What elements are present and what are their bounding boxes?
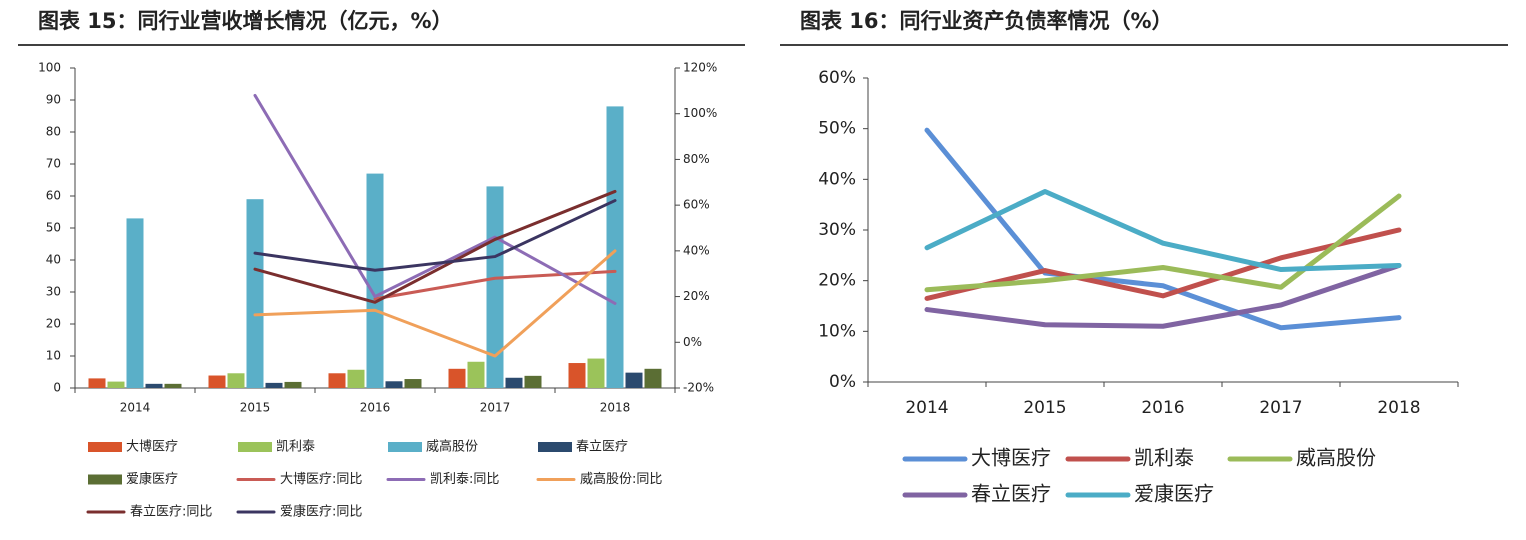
bar: [587, 358, 605, 388]
y2-tick-label: -20%: [683, 381, 714, 395]
bar: [328, 373, 346, 388]
line: [924, 188, 1402, 273]
line: [253, 189, 617, 304]
bar: [366, 173, 384, 388]
bar: [404, 379, 422, 388]
bar: [126, 218, 144, 388]
bar: [265, 382, 283, 388]
legend-swatch: [88, 442, 122, 452]
y-tick-label: 0: [53, 381, 61, 395]
y-tick-label: 50: [46, 221, 61, 235]
bar: [145, 383, 163, 388]
x-tick-label: 2017: [480, 401, 511, 415]
y-tick-label: 30: [46, 285, 61, 299]
y-tick-label: 60: [46, 189, 61, 203]
legend-label: 春立医疗: [576, 440, 628, 455]
legend-label: 爱康医疗: [1134, 482, 1214, 506]
legend-label: 爱康医疗: [126, 471, 178, 487]
x-tick-label: 2016: [360, 401, 391, 415]
y-tick-label: 0%: [829, 372, 856, 392]
bar: [284, 381, 302, 388]
bar: [347, 369, 365, 388]
line: [253, 249, 617, 358]
legend-label: 凯利泰: [1134, 446, 1194, 470]
y2-tick-label: 0%: [683, 335, 702, 349]
bar: [524, 375, 542, 388]
x-tick-label: 2015: [240, 401, 271, 415]
y2-tick-label: 80%: [683, 152, 710, 166]
y-tick-label: 40: [46, 253, 61, 267]
chart-title: 图表 15：同行业营收增长情况（亿元，%）: [38, 9, 453, 33]
bar: [486, 186, 504, 388]
bar: [625, 372, 643, 388]
y-tick-label: 70: [46, 157, 61, 171]
y2-tick-label: 120%: [683, 61, 717, 75]
y-tick-label: 10%: [818, 321, 856, 341]
legend-swatch: [238, 442, 272, 452]
y-tick-label: 10: [46, 349, 61, 363]
bar: [107, 381, 125, 388]
legend-swatch: [388, 442, 422, 452]
bar: [227, 373, 245, 388]
legend-label: 威高股份:同比: [580, 471, 662, 487]
legend-label: 大博医疗: [126, 440, 178, 455]
legend-swatch: [538, 442, 572, 452]
legend-label: 凯利泰: [276, 440, 315, 455]
bar: [88, 378, 106, 388]
y-tick-label: 30%: [818, 220, 856, 240]
bar: [606, 106, 624, 389]
line: [253, 93, 617, 305]
y2-tick-label: 60%: [683, 198, 710, 212]
legend-label: 凯利泰:同比: [430, 472, 499, 487]
bar: [385, 381, 403, 388]
legend-label: 大博医疗: [971, 446, 1051, 470]
y-tick-label: 60%: [818, 68, 856, 88]
bar: [644, 368, 662, 388]
line: [373, 269, 617, 301]
y-tick-label: 50%: [818, 119, 856, 139]
bar: [208, 375, 226, 388]
x-tick-label: 2018: [600, 401, 631, 415]
bar: [568, 363, 586, 388]
legend-label: 大博医疗:同比: [280, 472, 362, 487]
y-tick-label: 90: [46, 93, 61, 107]
bar: [164, 383, 182, 388]
x-tick-label: 2015: [1023, 398, 1066, 418]
y-tick-label: 20: [46, 317, 61, 331]
x-tick-label: 2016: [1141, 398, 1184, 418]
x-tick-label: 2017: [1259, 398, 1302, 418]
y-tick-label: 100: [38, 61, 61, 75]
legend-label: 威高股份: [1296, 446, 1376, 470]
bar: [246, 199, 264, 388]
y2-tick-label: 20%: [683, 289, 710, 303]
y-tick-label: 20%: [818, 271, 856, 291]
bar: [448, 368, 466, 388]
bar: [467, 361, 485, 388]
legend-label: 威高股份: [426, 439, 478, 455]
y2-tick-label: 40%: [683, 243, 710, 257]
line: [924, 193, 1402, 293]
x-tick-label: 2018: [1377, 398, 1420, 418]
x-tick-label: 2014: [120, 401, 151, 415]
y2-tick-label: 100%: [683, 106, 717, 120]
legend-swatch: [88, 474, 122, 485]
line: [924, 227, 1402, 301]
legend-label: 爱康医疗:同比: [280, 504, 362, 520]
legend-label: 春立医疗:同比: [130, 505, 212, 520]
line: [924, 127, 1402, 331]
chart-title: 图表 16：同行业资产负债率情况（%）: [800, 9, 1173, 33]
bar: [505, 377, 523, 388]
y-tick-label: 40%: [818, 169, 856, 189]
line: [253, 199, 617, 272]
x-tick-label: 2014: [905, 398, 948, 418]
y-tick-label: 80: [46, 125, 61, 139]
line: [924, 262, 1402, 329]
legend-label: 春立医疗: [971, 482, 1051, 506]
